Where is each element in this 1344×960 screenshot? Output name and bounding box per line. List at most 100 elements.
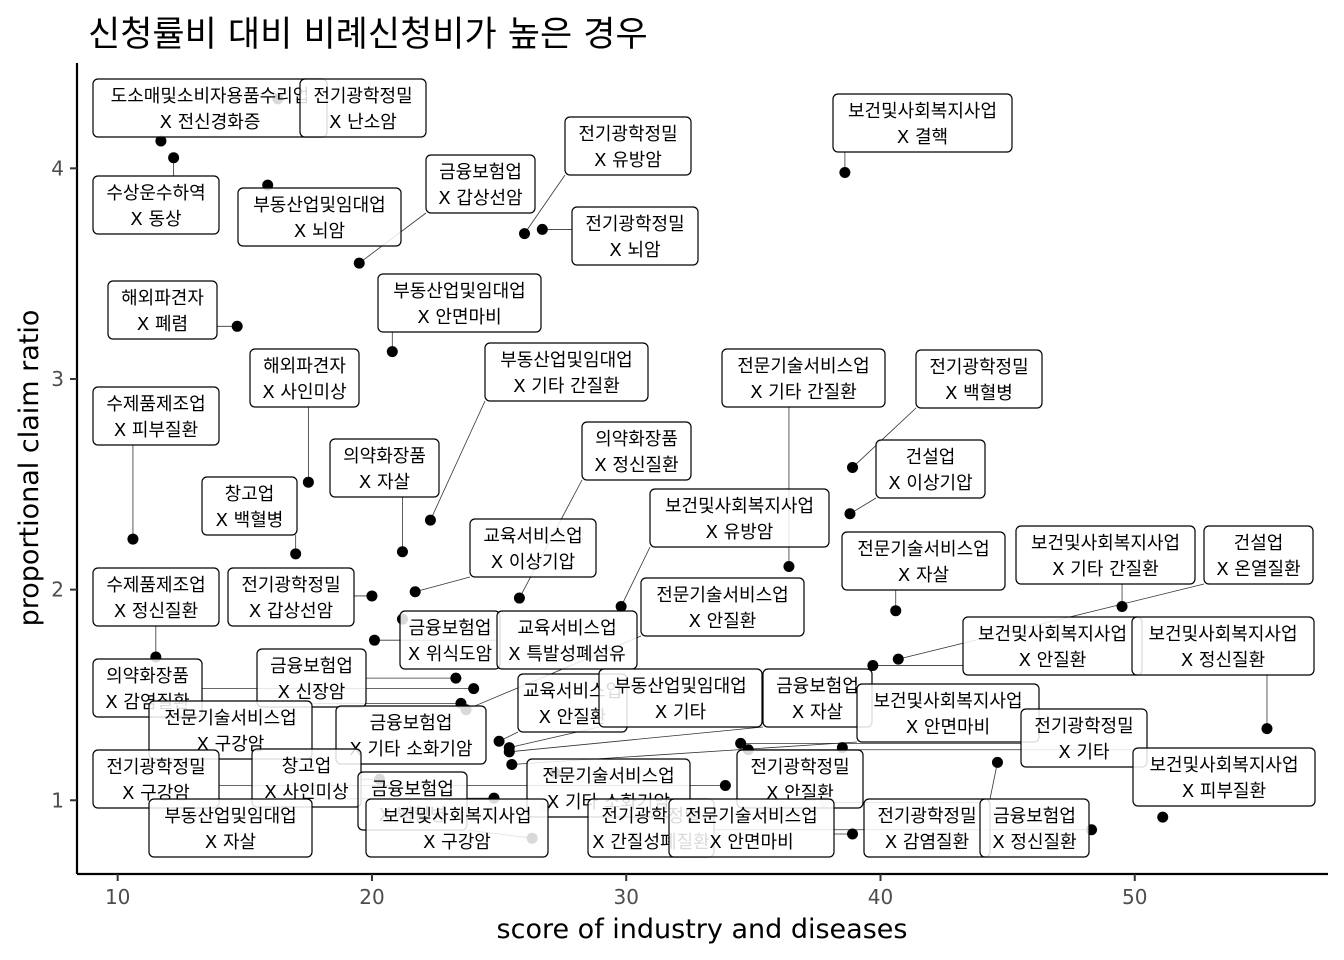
data-label-industry: 전기광학정밀 <box>241 575 340 596</box>
data-point <box>847 828 859 840</box>
data-label-disease: X 안질환 <box>689 611 757 632</box>
data-label-box <box>425 154 536 214</box>
data-label-industry: 전기광학정밀 <box>1034 716 1133 737</box>
data-label-box <box>249 348 360 408</box>
data-label-box <box>329 438 440 498</box>
data-label: 전문기술서비스업 X 기타 간질환 <box>721 348 886 408</box>
data-label-industry: 건설업 <box>906 447 956 468</box>
data-label-disease: X 자살 <box>898 565 949 586</box>
data-label: 금융보험업 X 기타 소화기암 <box>335 705 487 765</box>
data-label-industry: 금융보험업 <box>993 806 1076 827</box>
data-point <box>493 735 505 747</box>
data-label: 해외파견자 X 폐렴 <box>107 280 218 340</box>
data-label-box <box>148 798 313 858</box>
data-label: 수제품제조업 X 피부질환 <box>92 386 220 446</box>
data-label-box <box>92 175 220 235</box>
data-label: 보건및사회복지사업 X 안질환 <box>962 616 1143 676</box>
data-label-box <box>979 798 1090 858</box>
data-label-industry: 부동산업및임대업 <box>253 195 385 216</box>
data-point <box>1116 600 1128 612</box>
data-point <box>615 600 627 612</box>
data-label-box <box>571 206 699 266</box>
data-label: 보건및사회복지사업 X 피부질환 <box>1132 747 1316 807</box>
data-point <box>155 135 167 147</box>
data-label-industry: 보건및사회복지사업 <box>978 624 1127 645</box>
x-axis-title: score of industry and diseases <box>497 914 908 945</box>
data-point <box>503 746 515 758</box>
data-label-industry: 금융보험업 <box>370 713 453 734</box>
x-tick-label: 20 <box>359 885 384 909</box>
chart-title: 신청률비 대비 비례신청비가 높은 경우 <box>88 15 648 55</box>
label-connector <box>620 546 651 607</box>
data-point <box>783 560 795 572</box>
data-label-disease: X 정신질환 <box>114 601 198 622</box>
axes <box>75 63 1328 876</box>
data-label-industry: 전기광학정밀 <box>585 214 684 235</box>
data-label-industry: 전문기술서비스업 <box>164 708 296 729</box>
label-connector <box>989 762 998 800</box>
data-label-disease: X 뇌암 <box>609 240 660 261</box>
data-label: 전기광학정밀 X 감염질환 <box>863 798 991 858</box>
data-label-industry: 전기광학정밀 <box>578 124 677 145</box>
data-label-disease: X 안질환 <box>539 707 607 728</box>
data-label-industry: 건설업 <box>1234 533 1284 554</box>
data-label-box <box>581 421 692 481</box>
data-point <box>1261 723 1273 735</box>
data-label: 건설업 X 이상기압 <box>875 439 986 499</box>
data-label-industry: 금융보험업 <box>776 676 859 697</box>
y-tick-label: 2 <box>51 578 64 602</box>
data-label: 전기광학정밀 X 기타 <box>1020 708 1148 768</box>
data-point <box>168 152 180 164</box>
data-label-disease: X 동상 <box>130 209 181 230</box>
x-tick-label: 30 <box>613 885 638 909</box>
data-point <box>366 590 378 602</box>
data-label-industry: 전기광학정밀 <box>750 757 849 778</box>
data-label-box <box>875 439 986 499</box>
data-label-industry: 전기광학정밀 <box>313 86 412 107</box>
data-label: 수상운수하역 X 동상 <box>92 175 220 235</box>
data-point <box>890 605 902 617</box>
data-label-disease: X 감염질환 <box>885 832 969 853</box>
data-label: 도소매및소비자용품수리업 X 전신경화증 <box>92 78 328 138</box>
data-label-disease: X 유방암 <box>594 150 662 171</box>
data-label: 전문기술서비스업 X 자살 <box>841 531 1006 591</box>
data-label: 전문기술서비스업 X 안면마비 <box>668 798 835 858</box>
data-label: 창고업 X 사인미상 <box>251 748 362 808</box>
data-label: 교육서비스업 X 특발성폐섬유 <box>496 610 638 670</box>
data-label-industry: 보건및사회복지사업 <box>1031 533 1180 554</box>
data-label-box <box>469 518 597 578</box>
y-tick-label: 3 <box>51 367 64 391</box>
data-point <box>353 257 365 269</box>
data-label-industry: 부동산업및임대업 <box>500 350 632 371</box>
data-label-industry: 금융보험업 <box>270 656 353 677</box>
data-label-box <box>107 280 218 340</box>
data-label-box <box>148 700 313 760</box>
data-label-industry: 도소매및소비자용품수리업 <box>111 86 310 107</box>
data-point <box>719 780 731 792</box>
data-point <box>506 758 518 770</box>
label-connector <box>852 407 917 468</box>
data-point <box>368 634 380 646</box>
data-point <box>519 228 531 240</box>
data-label: 부동산업및임대업 X 기타 <box>598 668 763 728</box>
data-label-disease: X 기타 <box>655 702 707 723</box>
data-label-industry: 전기광학정밀 <box>106 757 205 778</box>
label-connector <box>415 576 471 593</box>
data-label-industry: 해외파견자 <box>263 356 346 377</box>
data-label: 전문기술서비스업 X 안질환 <box>640 577 805 637</box>
data-label-box <box>1131 616 1315 676</box>
data-label-box <box>335 705 487 765</box>
data-label-disease: X 자살 <box>205 832 256 853</box>
data-point <box>892 653 904 665</box>
data-label-disease: X 안면마비 <box>417 307 501 328</box>
data-label: 전기광학정밀 X 유방암 <box>564 116 692 176</box>
data-label-industry: 전문기술서비스업 <box>857 539 989 560</box>
data-label: 창고업 X 백혈병 <box>201 476 298 536</box>
data-label-industry: 보건및사회복지사업 <box>873 691 1022 712</box>
data-point <box>839 167 851 179</box>
data-label-box <box>564 116 692 176</box>
data-label-disease: X 유방암 <box>706 522 774 543</box>
data-label-disease: X 안질환 <box>1019 650 1087 671</box>
